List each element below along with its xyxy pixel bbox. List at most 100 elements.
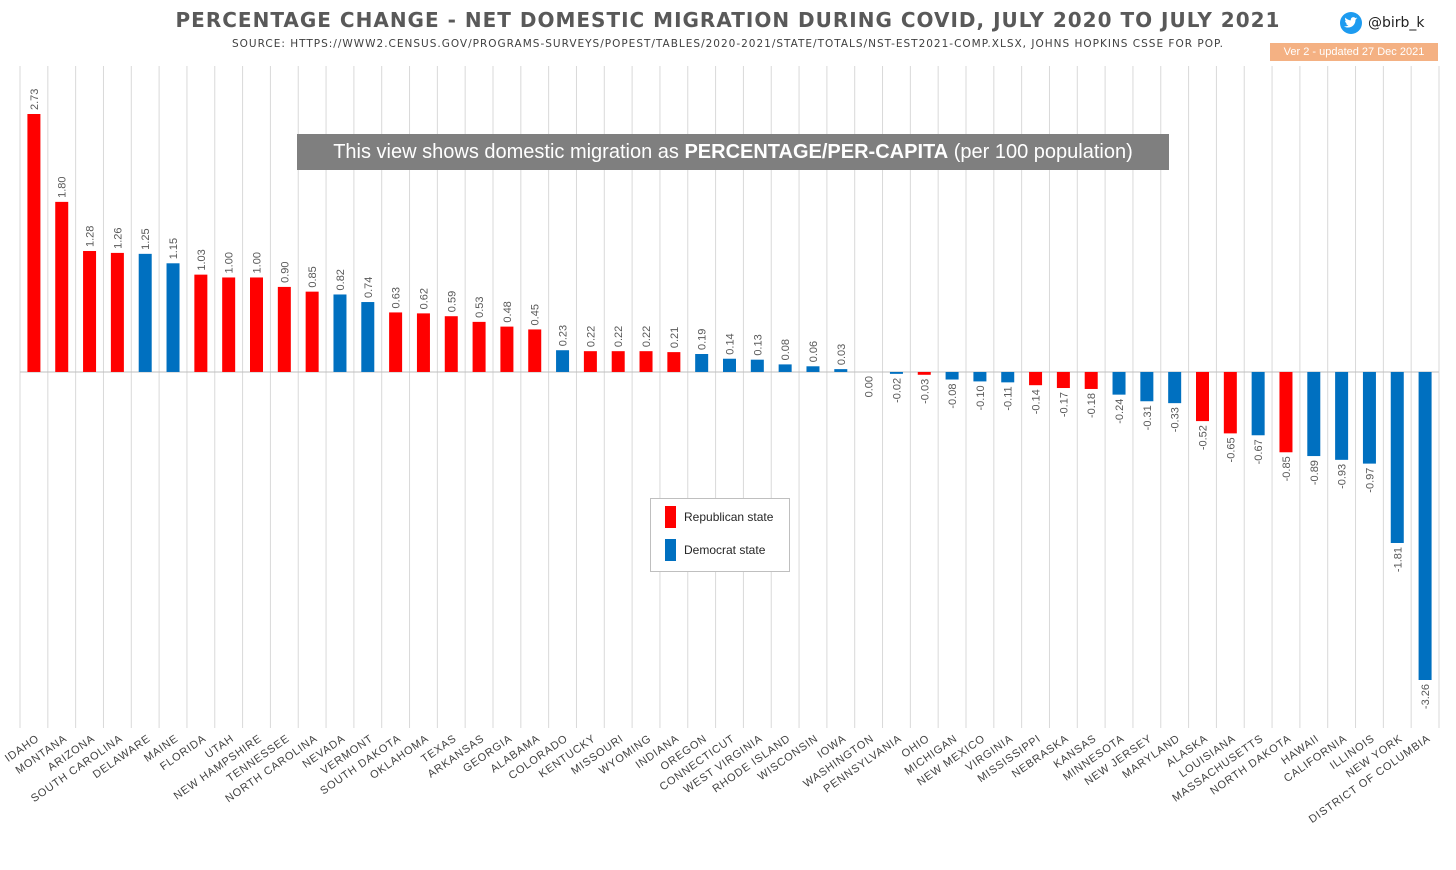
bar-indiana[interactable] xyxy=(667,352,681,372)
bar-idaho[interactable] xyxy=(27,114,41,372)
banner-suffix: (per 100 population) xyxy=(948,141,1133,163)
value-label-north-dakota: -0.85 xyxy=(1281,456,1293,481)
value-label-alaska: -0.52 xyxy=(1198,425,1210,450)
value-label-pennsylvania: -0.02 xyxy=(891,378,903,403)
bar-michigan[interactable] xyxy=(945,371,959,380)
value-label-georgia: 0.48 xyxy=(502,301,514,322)
value-label-arkansas: 0.53 xyxy=(474,296,486,317)
value-label-alabama: 0.45 xyxy=(530,304,542,325)
chart-source: SOURCE: HTTPS://WWW2.CENSUS.GOV/PROGRAMS… xyxy=(232,38,1224,50)
value-label-rhode-island: 0.08 xyxy=(780,339,792,360)
bar-tennessee[interactable] xyxy=(277,286,291,372)
bar-district-of-columbia[interactable] xyxy=(1418,371,1432,680)
value-label-missouri: 0.22 xyxy=(613,326,625,347)
value-label-ohio: -0.03 xyxy=(919,379,931,404)
bar-kansas[interactable] xyxy=(1084,371,1098,389)
value-label-new-jersey: -0.31 xyxy=(1142,405,1154,430)
twitter-bird-icon xyxy=(1340,12,1362,34)
value-label-new-hampshire: 1.00 xyxy=(252,252,264,273)
bar-illinois[interactable] xyxy=(1362,371,1376,464)
bar-arkansas[interactable] xyxy=(472,321,486,372)
chart-legend: Republican state Democrat state xyxy=(650,498,790,572)
bar-colorado[interactable] xyxy=(556,350,570,372)
banner-prefix: This view shows domestic migration as xyxy=(333,141,685,163)
bar-nebraska[interactable] xyxy=(1056,371,1070,389)
bar-maine[interactable] xyxy=(166,263,180,372)
bar-wyoming[interactable] xyxy=(639,351,653,372)
bar-oregon[interactable] xyxy=(695,354,709,372)
bar-texas[interactable] xyxy=(444,316,458,372)
bar-georgia[interactable] xyxy=(500,326,514,372)
value-label-district-of-columbia: -3.26 xyxy=(1420,684,1432,709)
bar-virginia[interactable] xyxy=(1001,371,1015,383)
value-label-new-mexico: -0.10 xyxy=(975,385,987,410)
banner-emphasis: PERCENTAGE/PER-CAPITA xyxy=(684,141,949,163)
value-label-arizona: 1.28 xyxy=(85,226,97,247)
bar-north-dakota[interactable] xyxy=(1279,371,1293,453)
legend-item-democrat: Democrat state xyxy=(665,539,765,561)
bar-iowa[interactable] xyxy=(834,369,848,372)
value-label-mississippi: -0.14 xyxy=(1031,389,1043,414)
legend-item-republican: Republican state xyxy=(665,506,773,528)
bar-massachusetts[interactable] xyxy=(1251,371,1265,436)
bar-maryland[interactable] xyxy=(1168,371,1182,404)
value-label-south-dakota: 0.63 xyxy=(391,287,403,308)
value-label-nebraska: -0.17 xyxy=(1058,392,1070,417)
value-label-vermont: 0.74 xyxy=(363,277,375,298)
bar-missouri[interactable] xyxy=(611,351,625,372)
value-label-tennessee: 0.90 xyxy=(279,261,291,282)
bar-minnesota[interactable] xyxy=(1112,371,1126,395)
value-label-illinois: -0.97 xyxy=(1364,468,1376,493)
bar-new-york[interactable] xyxy=(1390,371,1404,543)
bar-south-carolina[interactable] xyxy=(110,252,124,372)
bar-california[interactable] xyxy=(1335,371,1349,460)
bar-kentucky[interactable] xyxy=(583,351,597,372)
bar-louisiana[interactable] xyxy=(1223,371,1237,434)
bar-south-dakota[interactable] xyxy=(389,312,403,372)
value-label-indiana: 0.21 xyxy=(669,327,681,348)
bar-arizona[interactable] xyxy=(83,251,97,372)
value-label-north-carolina: 0.85 xyxy=(307,266,319,287)
bar-new-hampshire[interactable] xyxy=(250,277,263,372)
twitter-handle-link[interactable]: @birb_k xyxy=(1340,12,1425,34)
value-label-maryland: -0.33 xyxy=(1170,407,1182,432)
bar-west-virginia[interactable] xyxy=(750,359,764,372)
bar-hawaii[interactable] xyxy=(1307,371,1321,457)
bar-alaska[interactable] xyxy=(1196,371,1209,422)
bar-connecticut[interactable] xyxy=(723,358,736,372)
value-label-oklahoma: 0.62 xyxy=(418,288,430,309)
bar-utah[interactable] xyxy=(222,277,236,372)
bar-oklahoma[interactable] xyxy=(416,313,430,372)
value-label-connecticut: 0.14 xyxy=(725,333,737,354)
bar-pennsylvania[interactable] xyxy=(889,371,903,374)
value-label-florida: 1.03 xyxy=(196,249,208,270)
value-label-maine: 1.15 xyxy=(168,238,180,259)
value-label-wyoming: 0.22 xyxy=(641,326,653,347)
value-label-nevada: 0.82 xyxy=(335,269,347,290)
bar-ohio[interactable] xyxy=(917,371,931,375)
bar-rhode-island[interactable] xyxy=(778,364,792,372)
bar-nevada[interactable] xyxy=(333,294,347,372)
bar-mississippi[interactable] xyxy=(1029,371,1043,386)
value-label-kentucky: 0.22 xyxy=(585,326,597,347)
value-label-hawaii: -0.89 xyxy=(1309,460,1321,485)
bar-florida[interactable] xyxy=(194,274,208,372)
legend-label-republican: Republican state xyxy=(684,510,774,524)
legend-swatch-democrat xyxy=(665,539,676,561)
twitter-handle-text: @birb_k xyxy=(1368,15,1425,31)
bar-alabama[interactable] xyxy=(528,329,542,372)
bar-montana[interactable] xyxy=(55,201,69,372)
bar-new-jersey[interactable] xyxy=(1140,371,1154,402)
bar-new-mexico[interactable] xyxy=(973,371,987,382)
bar-north-carolina[interactable] xyxy=(305,291,319,372)
value-label-washington: 0.00 xyxy=(864,376,876,397)
bar-wisconsin[interactable] xyxy=(806,366,820,372)
value-label-idaho: 2.73 xyxy=(29,89,41,110)
value-label-south-carolina: 1.26 xyxy=(112,227,124,248)
bar-vermont[interactable] xyxy=(361,302,375,372)
value-label-montana: 1.80 xyxy=(57,176,69,197)
value-label-new-york: -1.81 xyxy=(1392,547,1404,572)
value-label-iowa: 0.03 xyxy=(836,344,848,365)
value-label-utah: 1.00 xyxy=(224,252,236,273)
bar-delaware[interactable] xyxy=(138,253,152,372)
